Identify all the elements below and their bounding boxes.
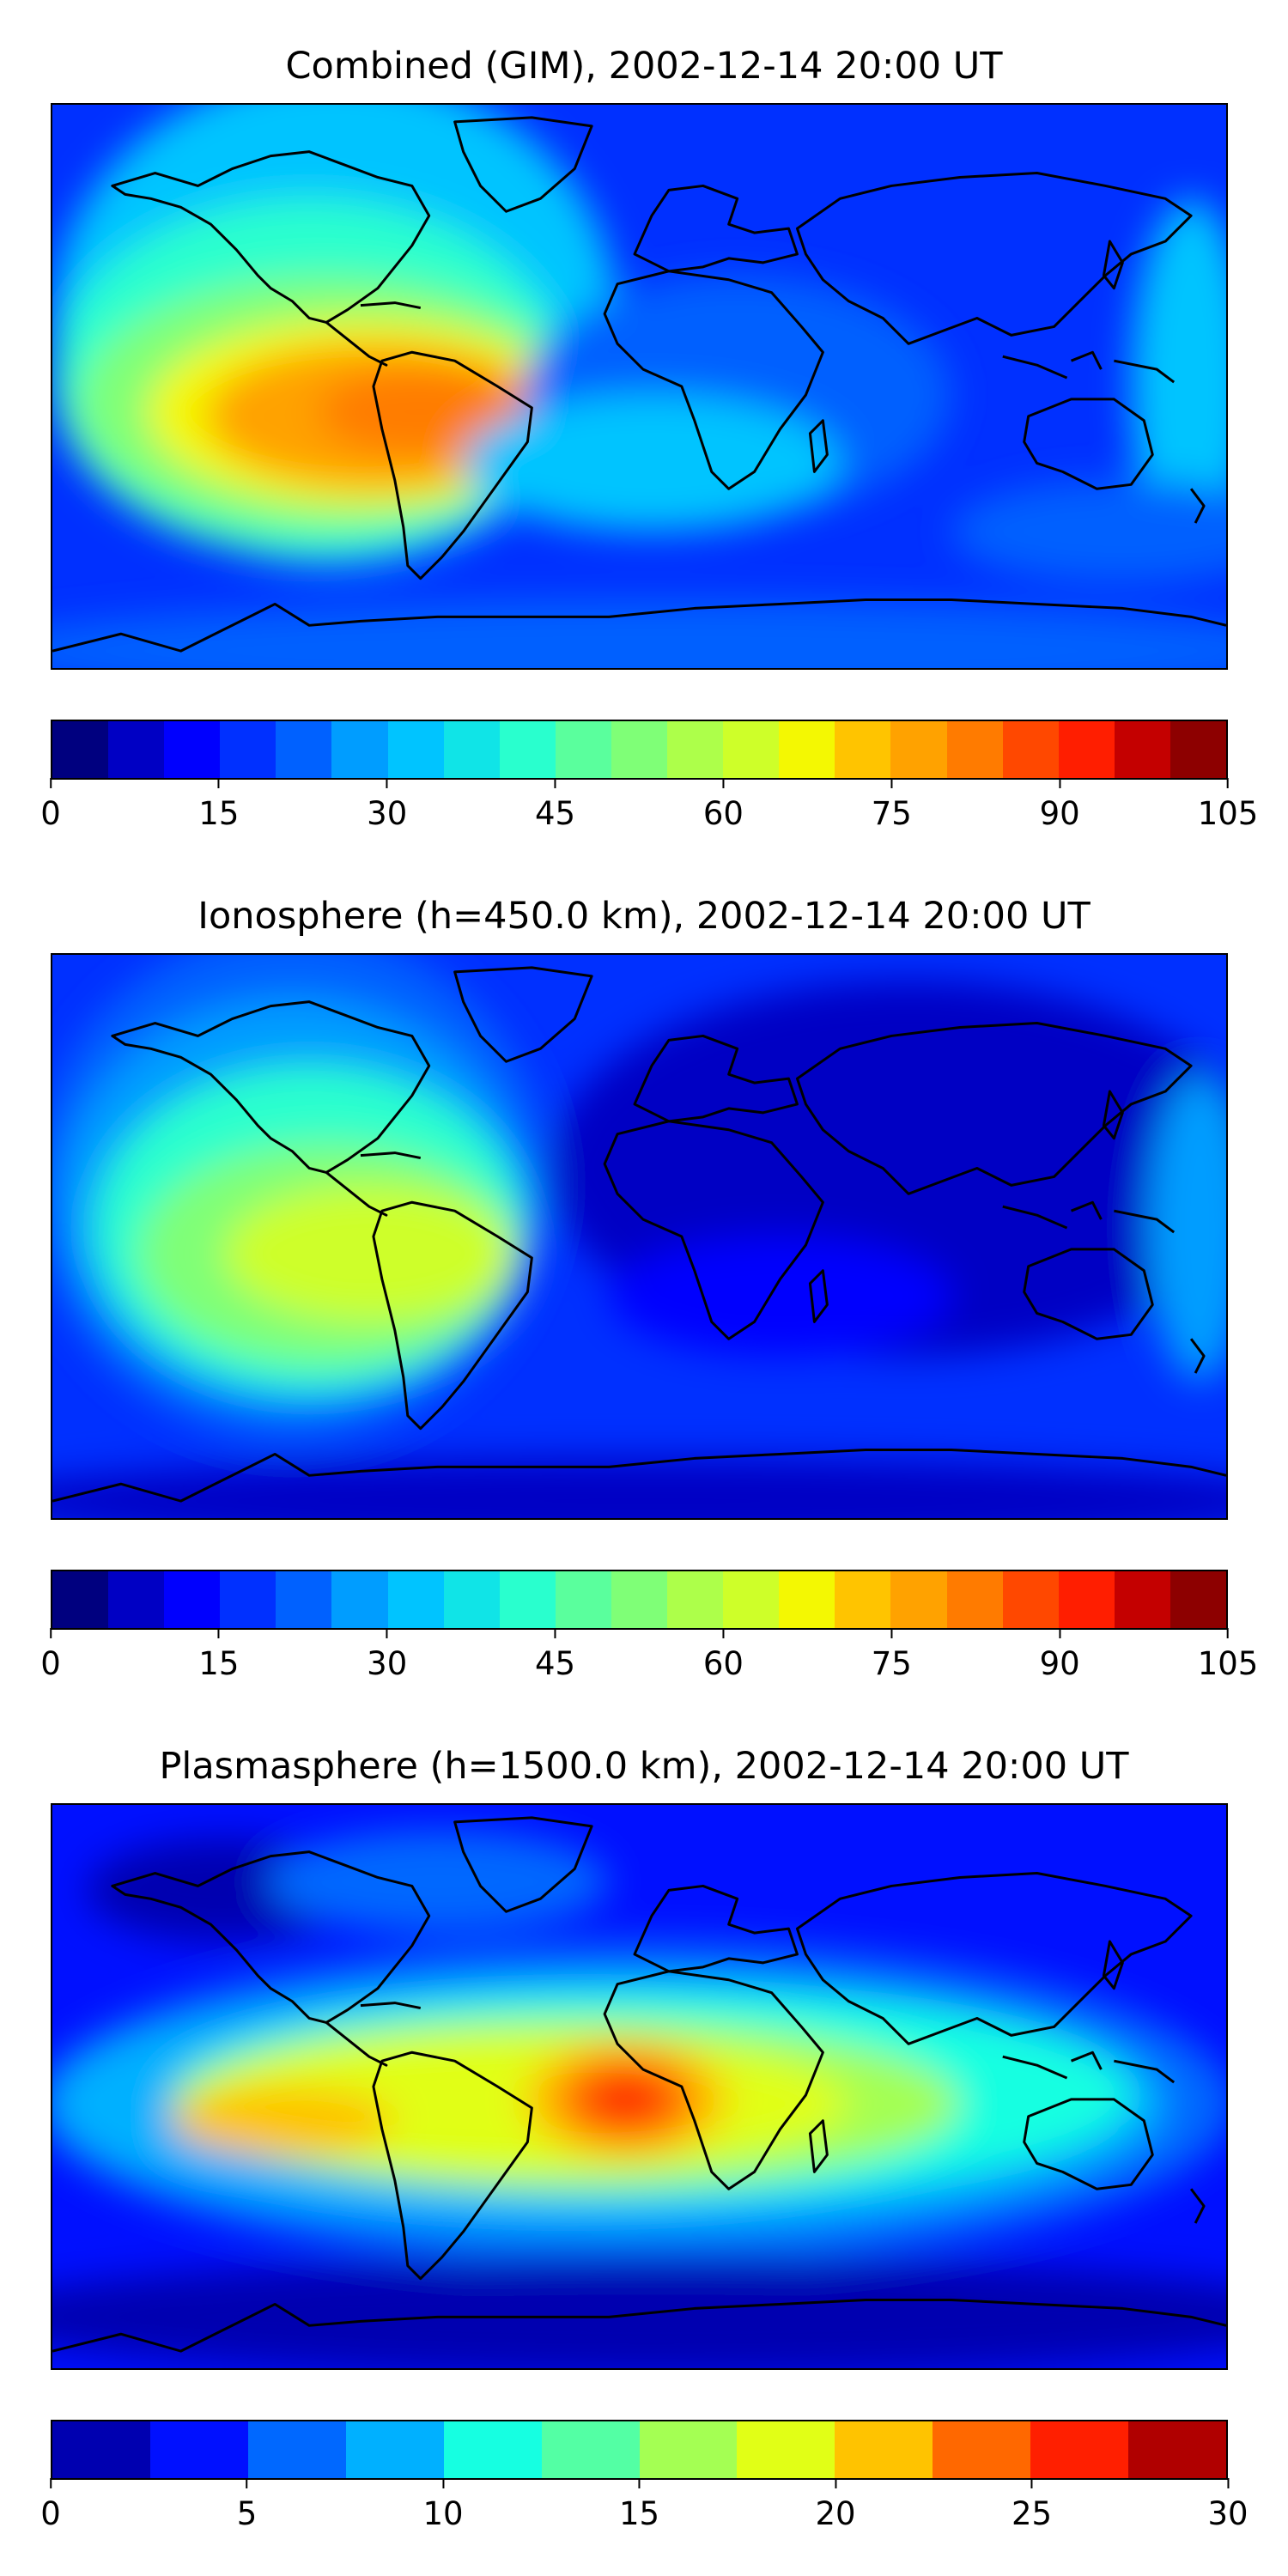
colorbar-segment <box>723 721 780 778</box>
map-ionosphere <box>51 953 1228 1520</box>
colorbar-segment <box>933 2421 1031 2478</box>
colorbar-segment <box>443 1571 500 1628</box>
colorbar-tick-label: 90 <box>1040 1628 1080 1682</box>
colorbar-plasmasphere <box>51 2420 1228 2480</box>
colorbar-segment <box>1002 1571 1059 1628</box>
colorbar-segment <box>220 1571 276 1628</box>
colorbar-segment <box>443 2421 542 2478</box>
colorbar-tick-label: 60 <box>703 778 744 832</box>
colorbar-segment <box>1170 1571 1226 1628</box>
colorbar-segment <box>345 2421 444 2478</box>
colorbar-segment <box>611 1571 668 1628</box>
colorbar-segment <box>835 1571 891 1628</box>
colorbar-segment <box>1058 721 1115 778</box>
colorbar-tick-label: 90 <box>1040 778 1080 832</box>
colorbar-segment <box>499 721 556 778</box>
colorbar-segment <box>1114 721 1170 778</box>
colorbar-segment <box>723 1571 780 1628</box>
colorbar-segment <box>835 2421 933 2478</box>
colorbar-segment <box>541 2421 640 2478</box>
colorbar-segment <box>611 721 668 778</box>
colorbar-tick-label: 75 <box>872 778 912 832</box>
colorbar-ionosphere <box>51 1570 1228 1630</box>
colorbar-tick-label: 75 <box>872 1628 912 1682</box>
colorbar-segment <box>835 721 891 778</box>
colorbar-tick-label: 0 <box>40 778 61 832</box>
panel-title-combined: Combined (GIM), 2002-12-14 20:00 UT <box>285 45 1003 88</box>
colorbar-segment <box>164 721 221 778</box>
colorbar-segment <box>1030 2421 1129 2478</box>
map-combined <box>51 103 1228 670</box>
colorbar-tick-label: 30 <box>1207 2478 1248 2532</box>
colorbar-segment <box>52 2421 150 2478</box>
colorbar-segment <box>946 721 1003 778</box>
colorbar-tick-label: 105 <box>1198 1628 1259 1682</box>
colorbar-segment <box>276 1571 332 1628</box>
colorbar-segment <box>890 721 947 778</box>
colorbar-tick-label: 105 <box>1198 778 1259 832</box>
colorbar-tick-label: 0 <box>40 2478 61 2532</box>
colorbar-tick-label: 20 <box>815 2478 855 2532</box>
colorbar-tick-label: 0 <box>40 1628 61 1682</box>
colorbar-segment <box>946 1571 1003 1628</box>
colorbar-combined <box>51 720 1228 780</box>
colorbar-segment <box>1002 721 1059 778</box>
colorbar-segment <box>555 1571 611 1628</box>
colorbar-tick-label: 30 <box>367 778 407 832</box>
colorbar-segment <box>149 2421 248 2478</box>
colorbar-segment <box>276 721 332 778</box>
colorbar-segment <box>331 1571 388 1628</box>
panel-title-plasmasphere: Plasmasphere (h=1500.0 km), 2002-12-14 2… <box>159 1745 1129 1788</box>
colorbar-tick-label: 30 <box>367 1628 407 1682</box>
colorbar-segment <box>779 721 835 778</box>
colorbar-segment <box>667 1571 724 1628</box>
colorbar-segment <box>737 2421 835 2478</box>
colorbar-tick-label: 10 <box>422 2478 463 2532</box>
colorbar-segment <box>1114 1571 1170 1628</box>
colorbar-segment <box>1058 1571 1115 1628</box>
colorbar-segment <box>220 721 276 778</box>
colorbar-segment <box>108 721 165 778</box>
colorbar-segment <box>890 1571 947 1628</box>
colorbar-ticks-ionosphere: 0 15 30 45 60 75 90 105 <box>40 1628 1258 1682</box>
colorbar-segment <box>779 1571 835 1628</box>
colorbar-ticks-plasmasphere: 0 5 10 15 20 25 30 <box>40 2478 1248 2532</box>
colorbar-tick-label: 25 <box>1012 2478 1052 2532</box>
colorbar-segment <box>387 721 444 778</box>
colorbar-segment <box>639 2421 738 2478</box>
colorbar-tick-label: 5 <box>237 2478 258 2532</box>
colorbar-segment <box>1170 721 1226 778</box>
colorbar-tick-label: 60 <box>703 1628 744 1682</box>
colorbar-segment <box>387 1571 444 1628</box>
colorbar-ticks-combined: 0 15 30 45 60 75 90 105 <box>40 778 1258 832</box>
colorbar-tick-label: 45 <box>535 778 575 832</box>
colorbar-segment <box>331 721 388 778</box>
colorbar-segment <box>52 1571 109 1628</box>
panel-title-ionosphere: Ionosphere (h=450.0 km), 2002-12-14 20:0… <box>197 895 1091 938</box>
colorbar-segment <box>667 721 724 778</box>
colorbar-tick-label: 45 <box>535 1628 575 1682</box>
colorbar-segment <box>1128 2421 1227 2478</box>
colorbar-segment <box>499 1571 556 1628</box>
colorbar-tick-label: 15 <box>619 2478 659 2532</box>
map-plasmasphere <box>51 1803 1228 2370</box>
colorbar-segment <box>247 2421 346 2478</box>
colorbar-segment <box>443 721 500 778</box>
colorbar-tick-label: 15 <box>198 778 239 832</box>
colorbar-segment <box>52 721 109 778</box>
colorbar-segment <box>555 721 611 778</box>
colorbar-segment <box>108 1571 165 1628</box>
colorbar-segment <box>164 1571 221 1628</box>
colorbar-tick-label: 15 <box>198 1628 239 1682</box>
